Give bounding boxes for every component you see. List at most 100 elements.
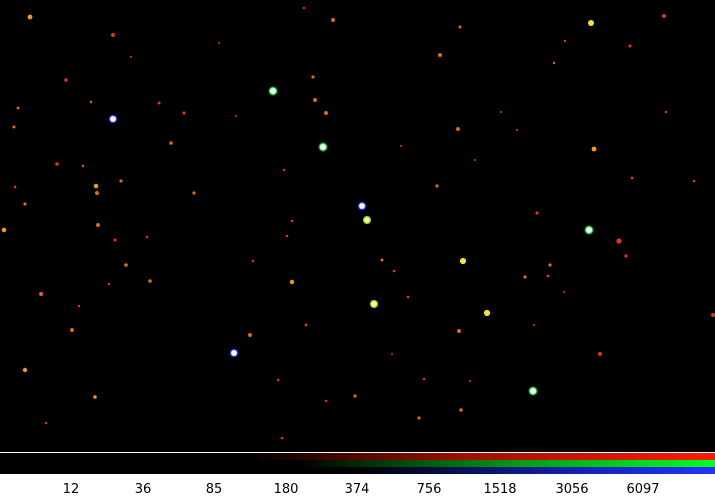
star bbox=[324, 399, 328, 403]
star bbox=[23, 202, 27, 206]
star bbox=[95, 191, 99, 195]
tick-label: 85 bbox=[205, 482, 223, 497]
star bbox=[70, 328, 74, 332]
star bbox=[628, 44, 632, 48]
star-field bbox=[1, 6, 715, 440]
star bbox=[44, 421, 48, 425]
star bbox=[148, 279, 152, 283]
star bbox=[280, 436, 284, 440]
image-view[interactable] bbox=[0, 0, 715, 452]
star bbox=[290, 219, 294, 223]
star bbox=[235, 115, 237, 117]
star bbox=[12, 125, 16, 129]
star bbox=[711, 313, 715, 317]
tick-label: 1518 bbox=[483, 482, 517, 497]
star bbox=[13, 185, 17, 189]
star bbox=[546, 274, 550, 278]
star bbox=[500, 111, 502, 113]
star bbox=[192, 191, 196, 195]
star bbox=[81, 164, 85, 168]
star bbox=[616, 238, 622, 244]
star bbox=[469, 380, 471, 382]
star bbox=[598, 352, 602, 356]
star bbox=[113, 238, 117, 242]
star bbox=[145, 235, 149, 239]
star bbox=[130, 56, 132, 58]
tick-label: 12 bbox=[62, 482, 80, 497]
star bbox=[400, 145, 402, 147]
star bbox=[1, 227, 7, 233]
tick-label: 6097 bbox=[626, 482, 660, 497]
star bbox=[311, 75, 315, 79]
bright-star bbox=[228, 347, 240, 359]
bright-star-core bbox=[364, 217, 370, 223]
star bbox=[692, 179, 696, 183]
star bbox=[111, 33, 115, 37]
star bbox=[533, 324, 535, 326]
star bbox=[353, 394, 357, 398]
star bbox=[313, 98, 317, 102]
star bbox=[77, 304, 81, 308]
tick-label: 756 bbox=[416, 482, 442, 497]
tick-label: 180 bbox=[273, 482, 299, 497]
star bbox=[285, 234, 289, 238]
star bbox=[55, 162, 59, 166]
star bbox=[119, 179, 123, 183]
star bbox=[630, 176, 634, 180]
bright-star bbox=[317, 141, 329, 153]
star bbox=[282, 168, 286, 172]
star bbox=[392, 269, 396, 273]
star bbox=[304, 323, 308, 327]
star bbox=[96, 223, 100, 227]
star bbox=[218, 42, 220, 44]
star bbox=[422, 377, 426, 381]
star bbox=[417, 416, 421, 420]
star bbox=[248, 333, 252, 337]
bright-star-core bbox=[371, 301, 377, 307]
star bbox=[324, 111, 328, 115]
star bbox=[251, 259, 255, 263]
colorbar-tick-labels: 12 36 85 180 374 756 1518 3056 6097 bbox=[0, 474, 715, 499]
star bbox=[27, 14, 33, 20]
star bbox=[664, 110, 668, 114]
star bbox=[169, 141, 173, 145]
star bbox=[456, 127, 460, 131]
star bbox=[588, 20, 594, 26]
star bbox=[391, 353, 393, 355]
star bbox=[483, 309, 491, 317]
star bbox=[107, 282, 111, 286]
colorbar-green-channel bbox=[0, 460, 715, 467]
star bbox=[93, 395, 97, 399]
star bbox=[535, 211, 539, 215]
star bbox=[124, 263, 128, 267]
star bbox=[458, 25, 462, 29]
colorbar-red-channel bbox=[0, 453, 715, 460]
bright-star bbox=[583, 224, 595, 236]
star bbox=[331, 18, 335, 22]
bright-star bbox=[267, 85, 279, 97]
star bbox=[662, 14, 666, 18]
colorbar bbox=[0, 452, 715, 474]
star bbox=[289, 279, 295, 285]
star bbox=[406, 295, 410, 299]
star bbox=[302, 6, 306, 10]
star bbox=[16, 106, 20, 110]
star bbox=[459, 408, 463, 412]
bright-star bbox=[107, 113, 119, 125]
star bbox=[64, 78, 68, 82]
star bbox=[552, 61, 556, 65]
star bbox=[39, 292, 43, 296]
tick-label: 36 bbox=[134, 482, 152, 497]
star bbox=[459, 257, 467, 265]
star bbox=[182, 111, 186, 115]
tick-label: 3056 bbox=[555, 482, 589, 497]
star bbox=[548, 263, 552, 267]
star bbox=[22, 367, 28, 373]
star bbox=[591, 146, 597, 152]
star bbox=[435, 184, 439, 188]
bright-star bbox=[527, 385, 539, 397]
star bbox=[89, 100, 93, 104]
bright-star bbox=[356, 200, 368, 212]
star bbox=[523, 275, 527, 279]
star bbox=[157, 101, 161, 105]
